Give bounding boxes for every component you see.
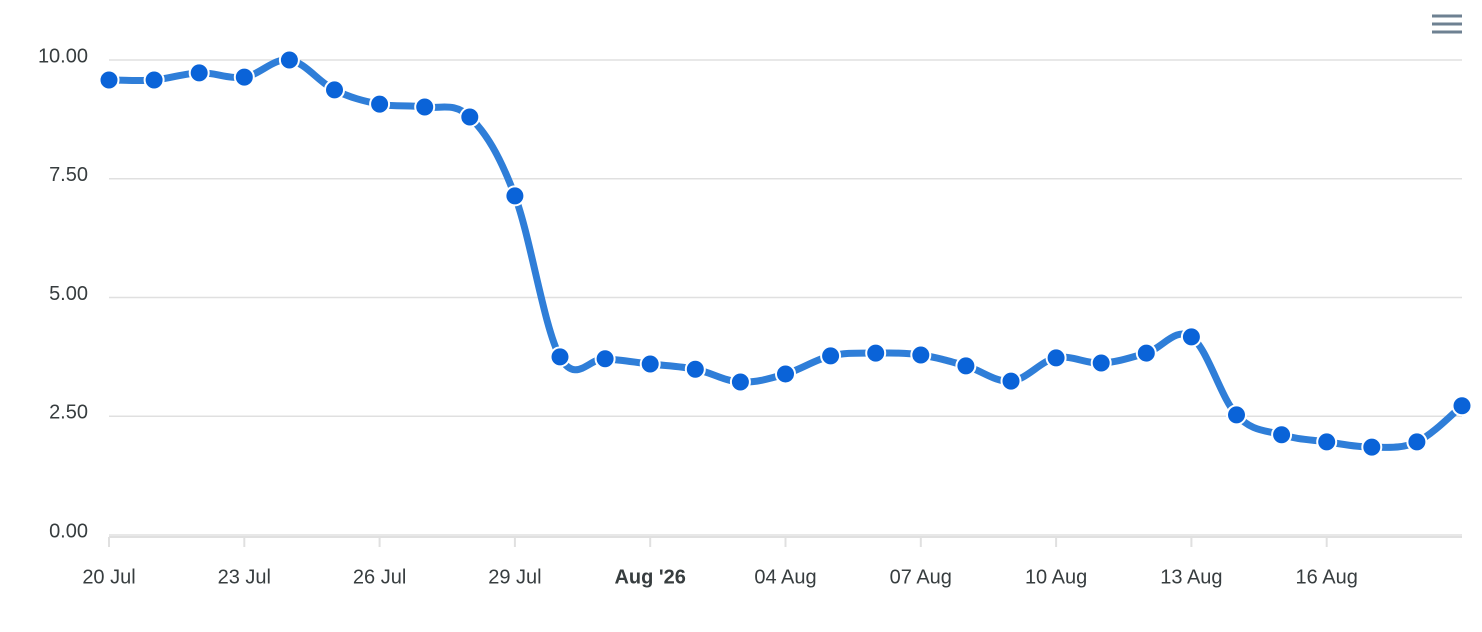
x-tick-label: 10 Aug: [1025, 566, 1087, 588]
x-tick-label: 23 Jul: [218, 566, 271, 588]
point: [143, 69, 165, 91]
y-tick-label: 0.00: [49, 520, 88, 542]
menu-icon[interactable]: [1430, 14, 1464, 36]
point: [459, 106, 481, 128]
point: [1406, 431, 1428, 453]
x-tick-label: 07 Aug: [890, 566, 952, 588]
point: [639, 353, 661, 375]
point: [1451, 395, 1473, 417]
point: [1135, 342, 1157, 364]
point: [1226, 404, 1247, 426]
y-tick-label: 10.00: [38, 45, 88, 67]
point: [1090, 352, 1112, 374]
point: [1316, 431, 1338, 453]
point: [504, 185, 526, 207]
point: [188, 62, 210, 84]
point: [324, 79, 345, 101]
point: [1271, 424, 1293, 446]
series-line: [108, 56, 1465, 451]
point: [278, 49, 300, 71]
point: [414, 96, 436, 118]
point: [233, 66, 255, 88]
point: [955, 355, 977, 377]
point: [369, 93, 391, 115]
point: [820, 345, 842, 367]
y-tick-label: 5.00: [49, 283, 88, 305]
point: [549, 346, 571, 368]
point: [775, 363, 796, 385]
x-tick-label: 20 Jul: [82, 566, 135, 588]
point: [729, 371, 751, 393]
point: [865, 342, 887, 364]
point: [910, 344, 932, 366]
point: [98, 69, 120, 91]
point: [1045, 347, 1067, 369]
y-tick-label: 2.50: [49, 402, 88, 424]
x-tick-label: 13 Aug: [1160, 566, 1222, 588]
x-tick-label: 26 Jul: [353, 566, 406, 588]
point: [594, 348, 616, 370]
x-tick-label: Aug '26: [614, 566, 685, 588]
point: [1000, 370, 1022, 392]
point: [1180, 326, 1202, 348]
x-tick-label: 29 Jul: [488, 566, 541, 588]
point: [1361, 436, 1383, 458]
x-tick-label: 04 Aug: [754, 566, 816, 588]
y-tick-label: 7.50: [49, 164, 88, 186]
point: [684, 358, 706, 380]
x-tick-label: 16 Aug: [1296, 566, 1358, 588]
